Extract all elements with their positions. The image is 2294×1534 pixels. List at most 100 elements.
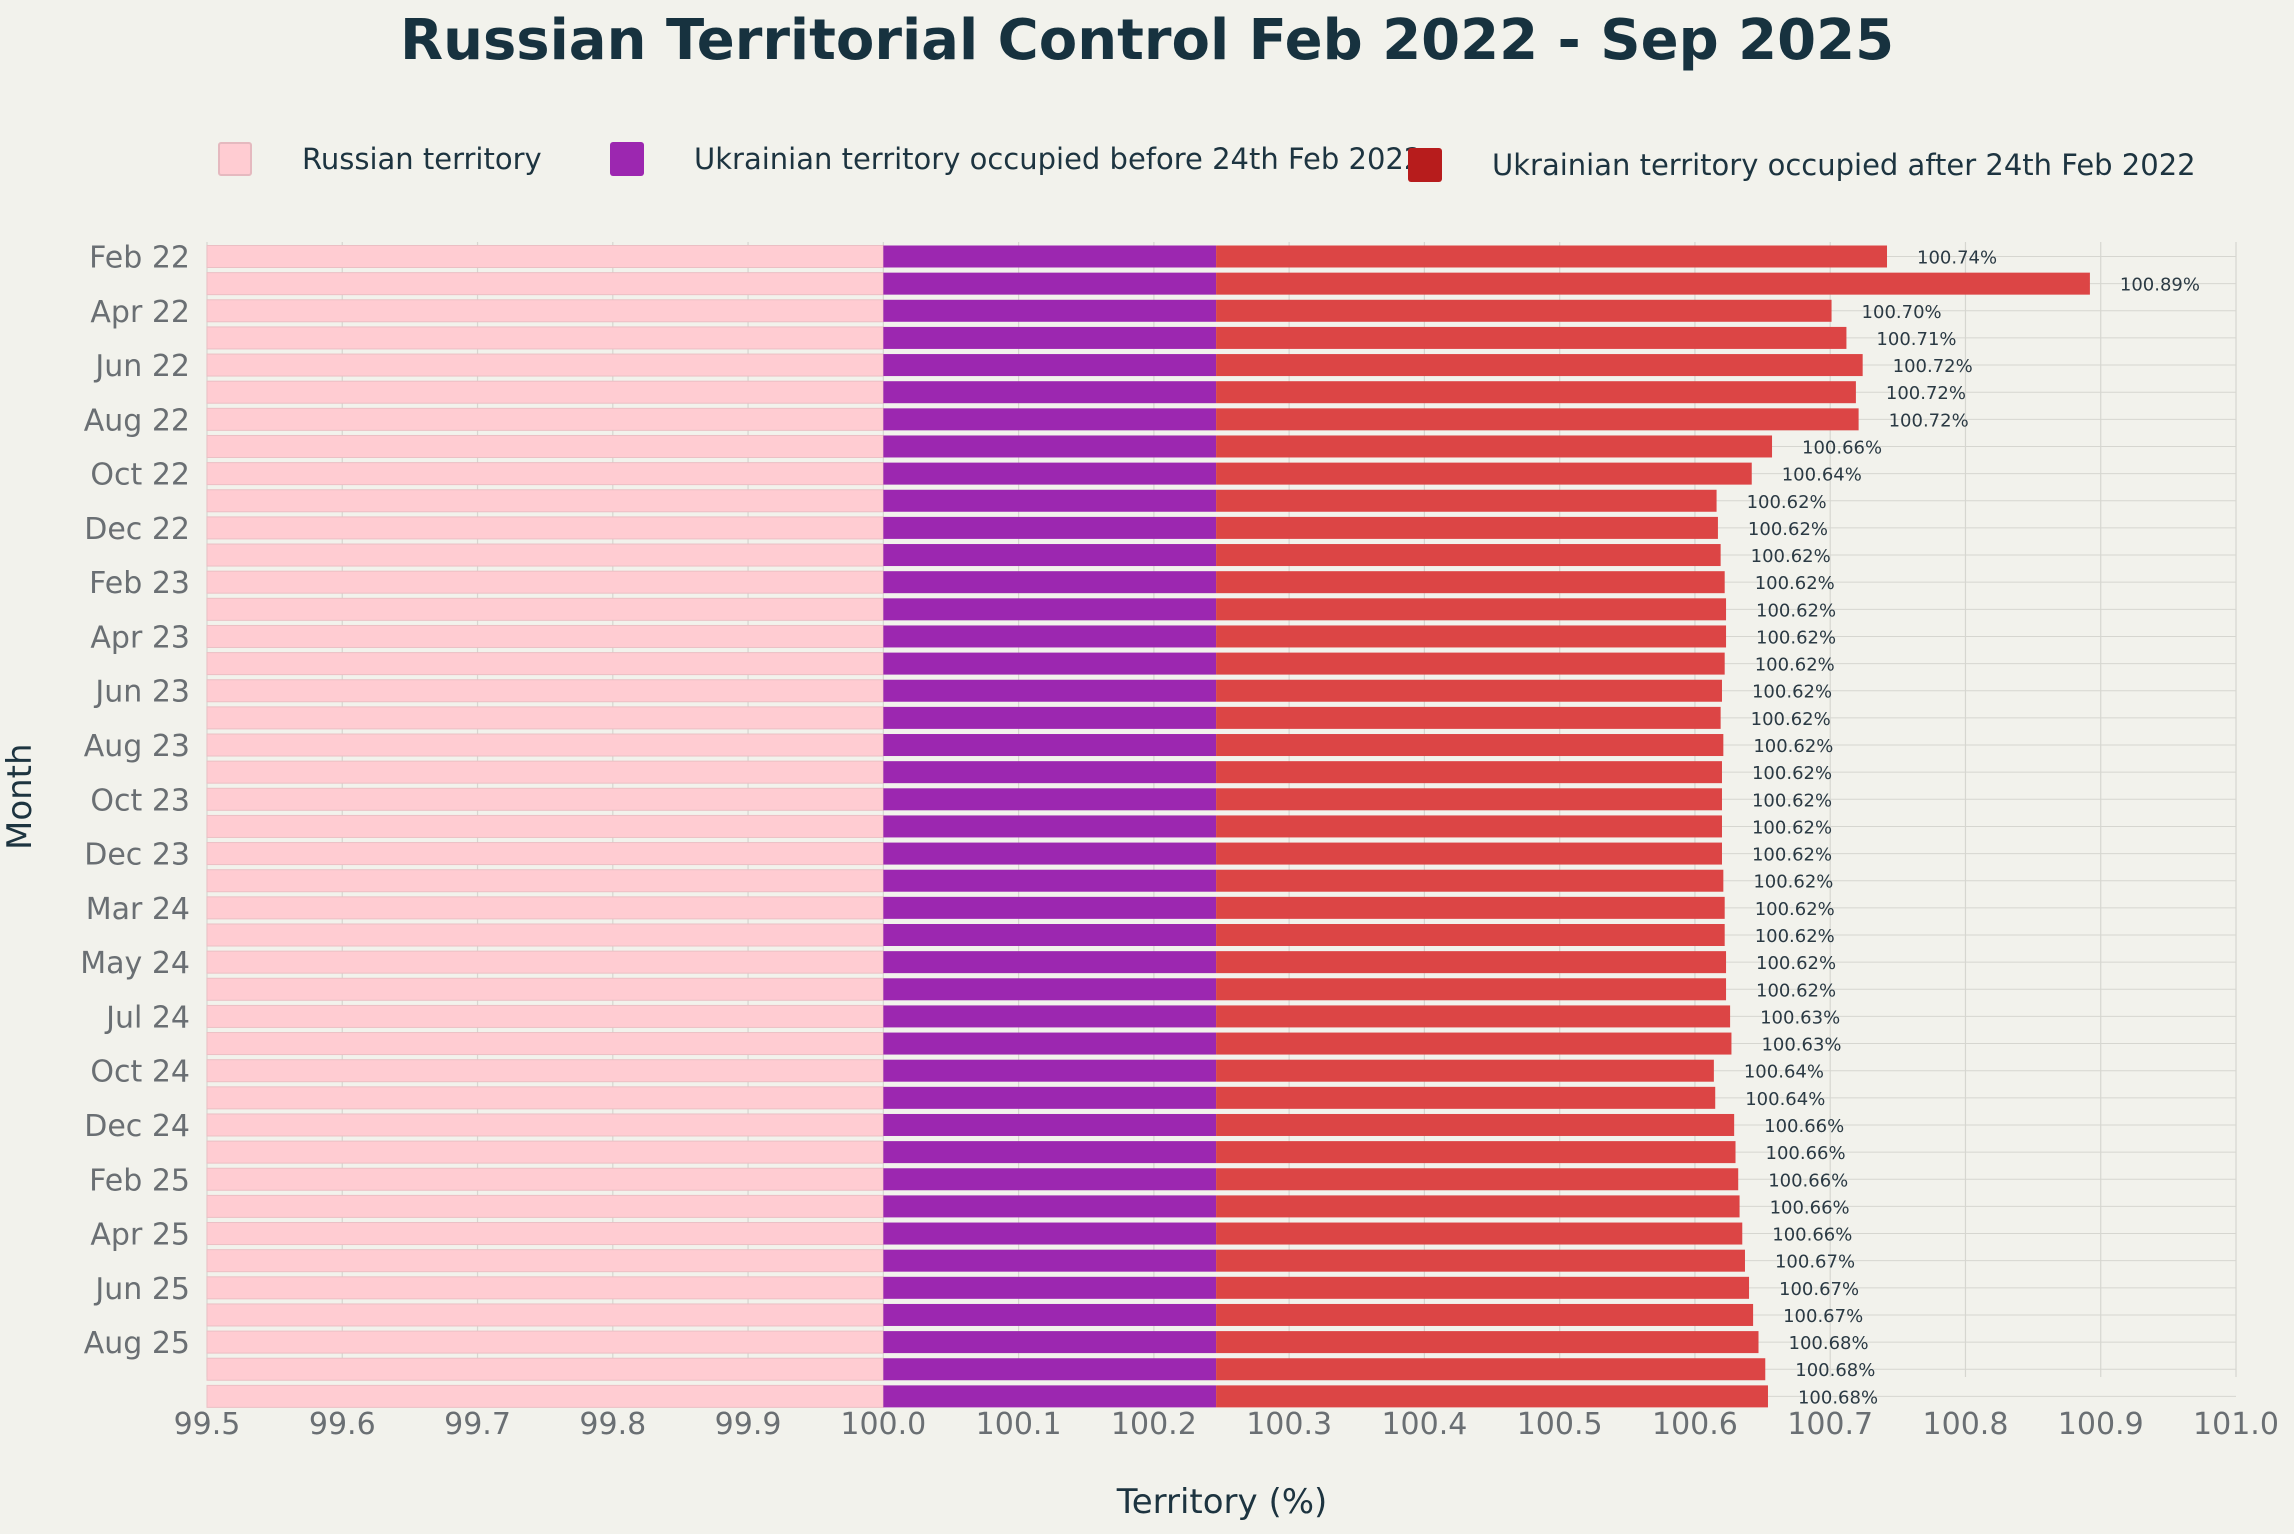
bar-russian-territory[interactable] <box>206 543 884 567</box>
bar-occupied-after[interactable] <box>1216 815 1722 838</box>
bar-occupied-after[interactable] <box>1216 1331 1759 1354</box>
bar-occupied-before[interactable] <box>883 489 1217 512</box>
bar-occupied-before[interactable] <box>883 1086 1217 1109</box>
bar-occupied-after[interactable] <box>1216 761 1722 784</box>
bar-occupied-before[interactable] <box>883 869 1217 892</box>
bar-occupied-after[interactable] <box>1216 869 1724 892</box>
bar-occupied-after[interactable] <box>1216 272 2090 295</box>
bar-occupied-after[interactable] <box>1216 326 1847 349</box>
bar-occupied-before[interactable] <box>883 544 1217 567</box>
bar-occupied-before[interactable] <box>883 924 1217 946</box>
bar-russian-territory[interactable] <box>206 1357 884 1381</box>
bar-occupied-before[interactable] <box>883 951 1217 974</box>
bar-occupied-after[interactable] <box>1216 734 1724 757</box>
bar-russian-territory[interactable] <box>206 1303 884 1327</box>
bar-occupied-before[interactable] <box>883 462 1217 485</box>
bar-russian-territory[interactable] <box>206 407 884 431</box>
bar-occupied-before[interactable] <box>883 571 1217 594</box>
bar-occupied-before[interactable] <box>883 326 1217 349</box>
bar-occupied-after[interactable] <box>1216 245 1888 268</box>
bar-occupied-before[interactable] <box>883 734 1217 757</box>
bar-russian-territory[interactable] <box>206 462 884 486</box>
bar-occupied-after[interactable] <box>1216 354 1863 377</box>
bar-occupied-before[interactable] <box>883 272 1217 295</box>
bar-occupied-before[interactable] <box>883 1005 1217 1028</box>
bar-russian-territory[interactable] <box>206 869 884 893</box>
bar-russian-territory[interactable] <box>206 570 884 594</box>
bar-russian-territory[interactable] <box>206 652 884 676</box>
bar-russian-territory[interactable] <box>206 1194 884 1218</box>
bar-russian-territory[interactable] <box>206 272 884 296</box>
bar-russian-territory[interactable] <box>206 434 884 458</box>
bar-occupied-before[interactable] <box>883 625 1217 648</box>
bar-occupied-after[interactable] <box>1216 489 1717 512</box>
bar-occupied-before[interactable] <box>883 815 1217 838</box>
bar-occupied-before[interactable] <box>883 354 1217 377</box>
bar-russian-territory[interactable] <box>206 814 884 838</box>
bar-russian-territory[interactable] <box>206 950 884 974</box>
bar-russian-territory[interactable] <box>206 245 884 268</box>
bar-occupied-before[interactable] <box>883 381 1217 404</box>
bar-occupied-after[interactable] <box>1216 381 1856 404</box>
bar-occupied-after[interactable] <box>1216 625 1727 648</box>
bar-russian-territory[interactable] <box>206 1113 884 1137</box>
bar-occupied-after[interactable] <box>1216 1195 1740 1218</box>
bar-russian-territory[interactable] <box>206 896 884 920</box>
bar-russian-territory[interactable] <box>206 842 884 866</box>
bar-russian-territory[interactable] <box>206 787 884 811</box>
bar-occupied-after[interactable] <box>1216 1086 1716 1109</box>
bar-occupied-before[interactable] <box>883 706 1217 729</box>
bar-russian-territory[interactable] <box>206 489 884 513</box>
bar-occupied-after[interactable] <box>1216 896 1725 919</box>
bar-occupied-before[interactable] <box>883 788 1217 811</box>
bar-occupied-before[interactable] <box>883 1358 1217 1381</box>
bar-occupied-after[interactable] <box>1216 1303 1754 1326</box>
bar-occupied-before[interactable] <box>883 1141 1217 1164</box>
legend-item-after[interactable]: Ukrainian territory occupied after 24th … <box>1408 148 2196 182</box>
bar-russian-territory[interactable] <box>206 679 884 703</box>
legend-item-russian[interactable]: Russian territory <box>218 142 542 176</box>
bar-russian-territory[interactable] <box>206 923 884 947</box>
bar-russian-territory[interactable] <box>206 1004 884 1028</box>
bar-occupied-before[interactable] <box>883 435 1217 458</box>
bar-occupied-before[interactable] <box>883 842 1217 865</box>
bar-occupied-after[interactable] <box>1216 1249 1745 1272</box>
bar-occupied-before[interactable] <box>883 1168 1217 1191</box>
bar-occupied-after[interactable] <box>1216 1059 1714 1082</box>
bar-occupied-after[interactable] <box>1216 788 1722 811</box>
bar-occupied-before[interactable] <box>883 978 1217 1001</box>
bar-occupied-before[interactable] <box>883 408 1217 431</box>
bar-occupied-after[interactable] <box>1216 1005 1731 1028</box>
bar-occupied-before[interactable] <box>883 1113 1217 1136</box>
bar-occupied-before[interactable] <box>883 1303 1217 1326</box>
bar-occupied-after[interactable] <box>1216 1113 1735 1136</box>
bar-occupied-after[interactable] <box>1216 1168 1739 1191</box>
bar-russian-territory[interactable] <box>206 516 884 540</box>
bar-occupied-after[interactable] <box>1216 516 1718 539</box>
bar-occupied-after[interactable] <box>1216 435 1773 458</box>
bar-russian-territory[interactable] <box>206 326 884 350</box>
bar-occupied-before[interactable] <box>883 1331 1217 1354</box>
bar-russian-territory[interactable] <box>206 1167 884 1191</box>
bar-occupied-before[interactable] <box>883 1059 1217 1082</box>
bar-russian-territory[interactable] <box>206 1222 884 1246</box>
bar-occupied-after[interactable] <box>1216 1385 1768 1408</box>
bar-occupied-before[interactable] <box>883 896 1217 919</box>
bar-occupied-after[interactable] <box>1216 652 1725 675</box>
bar-occupied-after[interactable] <box>1216 299 1832 322</box>
legend-item-before[interactable]: Ukrainian territory occupied before 24th… <box>610 142 1422 176</box>
bar-russian-territory[interactable] <box>206 760 884 784</box>
bar-occupied-before[interactable] <box>883 299 1217 322</box>
bar-occupied-before[interactable] <box>883 652 1217 675</box>
bar-russian-territory[interactable] <box>206 1384 884 1408</box>
bar-occupied-after[interactable] <box>1216 462 1752 485</box>
bar-russian-territory[interactable] <box>206 1032 884 1056</box>
bar-occupied-after[interactable] <box>1216 1222 1743 1245</box>
bar-occupied-before[interactable] <box>883 761 1217 784</box>
bar-occupied-before[interactable] <box>883 1032 1217 1055</box>
bar-occupied-after[interactable] <box>1216 571 1725 594</box>
bar-occupied-after[interactable] <box>1216 408 1859 431</box>
bar-russian-territory[interactable] <box>206 706 884 730</box>
bar-occupied-before[interactable] <box>883 598 1217 621</box>
bar-occupied-after[interactable] <box>1216 679 1722 702</box>
